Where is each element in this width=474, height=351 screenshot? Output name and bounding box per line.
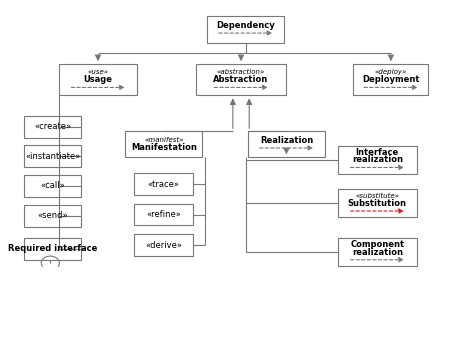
FancyBboxPatch shape — [134, 204, 193, 225]
Text: «send»: «send» — [37, 211, 68, 220]
Text: Realization: Realization — [260, 136, 313, 145]
FancyBboxPatch shape — [337, 190, 417, 217]
Text: «instantiate»: «instantiate» — [25, 152, 80, 161]
Text: «use»: «use» — [87, 69, 109, 75]
Text: «derive»: «derive» — [146, 241, 182, 250]
Text: «create»: «create» — [34, 122, 71, 131]
FancyBboxPatch shape — [207, 16, 284, 43]
Text: «manifest»: «manifest» — [144, 137, 183, 143]
Text: Dependency: Dependency — [216, 21, 275, 30]
FancyBboxPatch shape — [59, 64, 137, 95]
Text: Interface: Interface — [356, 148, 399, 157]
FancyBboxPatch shape — [134, 234, 193, 256]
Text: Deployment: Deployment — [362, 75, 419, 84]
FancyBboxPatch shape — [24, 238, 81, 260]
Text: «substitute»: «substitute» — [355, 193, 399, 199]
Text: realization: realization — [352, 155, 403, 164]
Text: «refine»: «refine» — [146, 210, 181, 219]
Text: Manifestation: Manifestation — [131, 144, 197, 152]
Text: Substitution: Substitution — [348, 199, 407, 208]
FancyBboxPatch shape — [125, 131, 202, 157]
FancyBboxPatch shape — [196, 64, 286, 95]
FancyBboxPatch shape — [354, 64, 428, 95]
FancyBboxPatch shape — [337, 146, 417, 174]
Text: «deploy»: «deploy» — [374, 69, 407, 75]
FancyBboxPatch shape — [24, 205, 81, 226]
Text: Required interface: Required interface — [8, 244, 97, 253]
FancyBboxPatch shape — [337, 238, 417, 266]
Text: Abstraction: Abstraction — [213, 75, 269, 84]
Text: «trace»: «trace» — [148, 180, 180, 189]
Text: realization: realization — [352, 247, 403, 257]
Text: Usage: Usage — [83, 75, 112, 84]
Text: Component: Component — [350, 240, 404, 249]
FancyBboxPatch shape — [134, 173, 193, 195]
FancyBboxPatch shape — [24, 116, 81, 138]
FancyBboxPatch shape — [24, 145, 81, 167]
FancyBboxPatch shape — [24, 175, 81, 197]
Text: «call»: «call» — [40, 181, 65, 191]
FancyBboxPatch shape — [248, 131, 325, 157]
Text: «abstraction»: «abstraction» — [217, 69, 265, 75]
